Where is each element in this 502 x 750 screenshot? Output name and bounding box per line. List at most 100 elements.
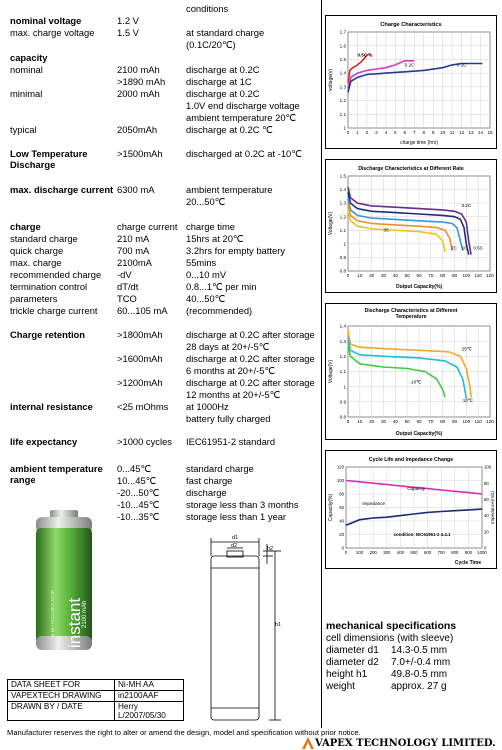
series-line-05c (347, 192, 470, 255)
series-label: 0.5C (473, 245, 483, 250)
series-label: 1C (462, 245, 469, 250)
chart-annotation: condition: IEC61951-2 4.4.1 (394, 532, 451, 537)
chart-title: Discharge Characteristics at Different Te… (365, 308, 458, 320)
spec-frame (6, 0, 322, 728)
chart-charge-characteristics: Charge Characteristics 0 1 2 3 4 5 6 7 8 9 10 11 12 13… (325, 15, 497, 149)
x-tick-label: 0 (347, 273, 350, 278)
spec-label-trickle-charge-current: trickle charge current (10, 305, 98, 316)
x-tick-label: 110 (475, 273, 483, 278)
x-axis-label: charge time (hrs) (400, 140, 438, 146)
x-tick-label: 0 (345, 550, 348, 555)
spec-condition-max-charge: 55mins (186, 257, 217, 268)
x-tick-label: 90 (452, 419, 458, 424)
spec-label-capacity-typical: typical (10, 124, 37, 135)
y-tick-label: 0 (342, 546, 345, 551)
spec-condition-max-charge-voltage: at standard charge (186, 27, 265, 38)
spec-condition-ambient-fast: fast charge (186, 475, 233, 486)
y-axis-label: Voltage(V) (328, 211, 334, 235)
y-tick-label: 1.6 (340, 43, 347, 48)
battery-image: instant 2100 mAh Ni-MH ACCUMULATOR (36, 510, 92, 650)
y-tick-label: 1.3 (340, 84, 347, 89)
series-label: 2C (451, 245, 458, 250)
series-line-02c (347, 59, 415, 89)
spec-value-standard-charge: 210 mA (117, 233, 150, 244)
series-label: Capacity (407, 486, 426, 491)
spec-condition-ambient-storage-1y: storage less than 1 year (186, 511, 287, 522)
spec-value-ambient-fast: 10...45℃ (117, 475, 157, 486)
series-line-10 (347, 337, 468, 399)
x-tick-label: 90 (452, 273, 458, 278)
y-tick-label: 1.2 (340, 214, 347, 219)
y-tick-label: 1 (343, 126, 346, 131)
datasheet-row: VAPEXTECH DRAWING in2100AAF (7, 690, 184, 702)
spec-value-internal-resistance: <25 mOhms (117, 401, 169, 412)
h1-label: h1 (275, 622, 281, 628)
vapex-logo-icon (302, 737, 314, 749)
x-tick-label: 13 (469, 130, 475, 135)
mechanical-value: approx. 27 g (391, 681, 447, 692)
spec-condition-max-discharge-current: 20...50℃ (186, 196, 226, 207)
x-tick-label: 800 (451, 550, 459, 555)
datasheet-value-date: L/2007/05/30 (118, 711, 166, 720)
datasheet-row: DRAWN BY / DATE Herry L/2007/05/30 (7, 701, 184, 721)
spec-value-charge: charge current (117, 221, 178, 232)
mechanical-value: 49.8-0.5 mm (391, 669, 448, 680)
y-tick-label: 1.1 (340, 369, 347, 374)
x-tick-label: 40 (393, 419, 399, 424)
spec-value-capacity-nominal: 2100 mAh (117, 64, 160, 75)
series-label: Impedance (362, 501, 385, 506)
spec-value-nominal-voltage: 1.2 V (117, 15, 139, 26)
x-axis-label: Output Capacity(%) (396, 431, 443, 437)
mechanical-subtitle: cell dimensions (with sleeve) (326, 633, 454, 644)
y-tick-label: 0.9 (340, 399, 347, 404)
datasheet-value: Ni-MH AA (114, 679, 184, 691)
spec-condition-capacity-nominal-1c: discharge at 1C (186, 76, 252, 87)
spec-condition-charge: charge time (186, 221, 235, 232)
series-label: 10℃ (463, 398, 474, 403)
chart-discharge-temperature: Discharge Characteristics at Different Te… (325, 303, 497, 440)
x-tick-label: 80 (440, 273, 446, 278)
spec-condition-standard-charge: 15hrs at 20℃ (186, 233, 244, 244)
x-tick-label: 100 (462, 273, 470, 278)
cell-dimension-drawing: d1 d2 h2 h1 (210, 535, 281, 721)
y-tick-label: 1 (343, 241, 346, 246)
spec-condition-internal-resistance: at 1000Hz (186, 401, 229, 412)
spec-value-max-charge: 2100mA (117, 257, 152, 268)
mechanical-label: diameter d2 (326, 657, 379, 668)
y-tick-label: 1.5 (340, 174, 347, 179)
x-tick-label: 70 (428, 419, 434, 424)
spec-condition-life-expectancy: IEC61951-2 standard (186, 436, 276, 447)
x-tick-label: 700 (438, 550, 446, 555)
spec-label-max-charge: max. charge (10, 257, 62, 268)
spec-value-charge-retention-12m: >1200mAh (117, 377, 163, 388)
spec-label-life-expectancy: life expectancy (10, 436, 78, 447)
series-line-02c (347, 186, 472, 255)
x-tick-label: 60 (416, 419, 422, 424)
battery-side-text: Ni-MH ACCUMULATOR (50, 589, 55, 638)
x-tick-label: 10 (357, 273, 363, 278)
datasheet-label: DRAWN BY / DATE (7, 701, 115, 721)
datasheet-label: DATA SHEET FOR (7, 679, 115, 691)
x-tick-label: 2 (366, 130, 369, 135)
spec-value-capacity-typical: 2050mAh (117, 124, 158, 135)
x-tick-label: 15 (487, 130, 493, 135)
spec-value-quick-charge: 700 mA (117, 245, 150, 256)
d2-label: d2 (231, 543, 237, 549)
chart-title: Charge Characteristics (380, 22, 441, 28)
spec-label-nominal-voltage: nominal voltage (10, 15, 82, 26)
y-tick-label: 0.8 (340, 415, 347, 420)
datasheet-label: VAPEXTECH DRAWING (7, 690, 115, 702)
mechanical-label: height h1 (326, 669, 368, 680)
spec-condition-capacity-minimal: ambient temperature 20℃ (186, 112, 297, 123)
y2-tick-label: 80 (484, 481, 489, 486)
y-tick-label: 100 (337, 478, 345, 483)
y-tick-label: 0.8 (340, 269, 347, 274)
spec-condition-charge-retention: discharge at 0.2C after storage (186, 329, 315, 340)
spec-value-max-charge-voltage: 1.5 V (117, 27, 139, 38)
x-tick-label: 20 (369, 273, 375, 278)
x-tick-label: 4 (385, 130, 388, 135)
y-tick-label: 1.7 (340, 30, 347, 35)
spec-label-charge: charge (10, 221, 41, 232)
spec-value-capacity-nominal-1c: >1890 mAh (117, 76, 166, 87)
mechanical-title: mechanical specifications (326, 620, 457, 632)
